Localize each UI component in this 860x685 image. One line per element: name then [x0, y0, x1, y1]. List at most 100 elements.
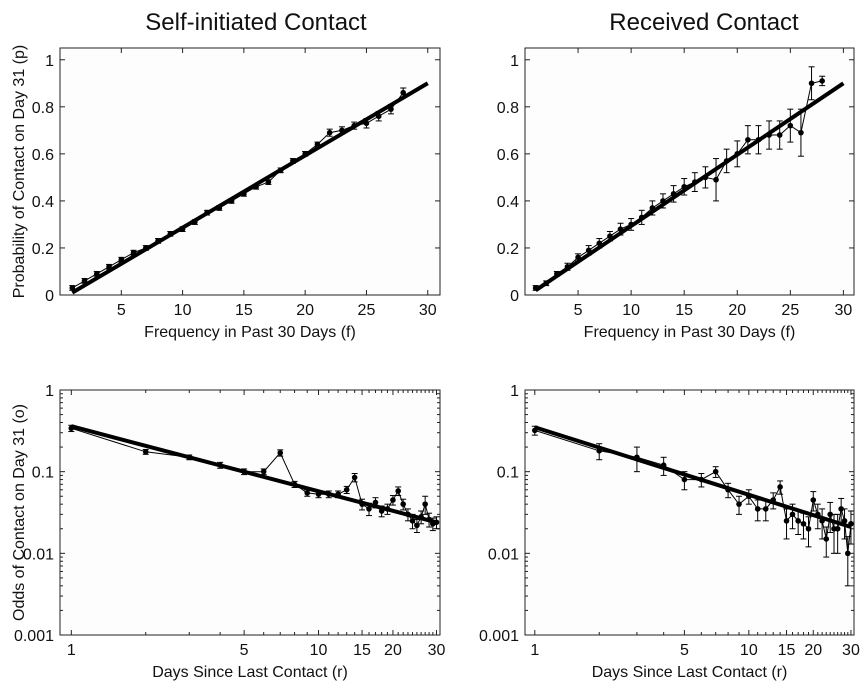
- x-tick-label: 15: [675, 302, 693, 319]
- x-tick-label: 30: [419, 302, 437, 319]
- data-point: [81, 278, 88, 284]
- data-point: [228, 198, 235, 204]
- data-point: [723, 158, 730, 164]
- data-point: [848, 520, 854, 527]
- x-tick-label: 20: [804, 642, 822, 659]
- data-point: [291, 481, 298, 488]
- data-point: [532, 285, 539, 291]
- data-point: [712, 468, 719, 475]
- data-point: [845, 550, 851, 557]
- x-tick-label: 25: [358, 302, 376, 319]
- data-point: [351, 474, 358, 481]
- x-axis-label: Days Since Last Contact (r): [592, 664, 788, 681]
- data-point: [68, 425, 75, 432]
- data-point: [241, 468, 247, 475]
- data-point: [93, 271, 100, 277]
- data-point: [805, 525, 812, 532]
- data-point: [787, 122, 794, 129]
- data-point: [335, 491, 341, 497]
- data-point: [819, 78, 825, 84]
- x-tick-label: 10: [174, 302, 192, 319]
- data-point: [290, 158, 296, 164]
- y-tick-label: 0.01: [23, 546, 54, 563]
- x-tick-label: 30: [834, 302, 852, 319]
- data-point: [819, 518, 825, 524]
- data-point: [834, 525, 841, 532]
- data-point: [766, 132, 772, 138]
- data-point: [638, 214, 645, 221]
- data-point: [808, 80, 815, 87]
- x-tick-label: 10: [740, 642, 758, 659]
- data-point: [302, 151, 308, 157]
- data-point: [265, 179, 272, 185]
- data-point: [823, 536, 830, 542]
- y-tick-label: 0: [510, 288, 519, 305]
- data-point: [762, 506, 769, 512]
- data-point: [106, 263, 112, 270]
- panel-self-initiated-frequency: 5 10 15 20 25 30 0 0.2 0.4 0.6 0.8 1 Frequency in Pa…: [11, 45, 441, 341]
- data-point: [798, 129, 804, 136]
- panel-1-title: Self-initiated Contact: [145, 9, 367, 36]
- data-point: [339, 127, 345, 134]
- x-axis-label: Days Since Last Contact (r): [152, 664, 348, 681]
- x-tick-label: 1: [67, 642, 76, 659]
- data-point: [186, 454, 193, 461]
- x-tick-label: 20: [384, 642, 402, 659]
- x-tick-label: 30: [842, 642, 860, 659]
- plot-frame: [59, 47, 441, 296]
- data-point: [827, 511, 834, 518]
- fit-line: [534, 425, 852, 529]
- data-point: [130, 249, 137, 256]
- data-point: [543, 280, 550, 287]
- y-tick-label: 1: [510, 383, 519, 400]
- data-point: [388, 106, 394, 112]
- data-point: [400, 501, 406, 507]
- data-point: [617, 226, 624, 232]
- data-line: [535, 80, 823, 289]
- y-tick-label: 0.1: [497, 465, 519, 482]
- data-point: [314, 141, 321, 148]
- y-tick-label: 0.2: [497, 241, 519, 258]
- data-point: [814, 511, 821, 518]
- data-point: [670, 191, 677, 197]
- y-tick-label: 0.2: [32, 241, 54, 258]
- y-tick-label: 0.8: [497, 100, 519, 117]
- data-point: [277, 450, 284, 456]
- y-tick-label: 0.001: [479, 628, 519, 645]
- data-point: [634, 454, 640, 461]
- data-point: [378, 508, 385, 514]
- x-tick-label: 1: [530, 642, 539, 659]
- data-point: [725, 486, 731, 493]
- plot-frame: [59, 389, 441, 636]
- data-point: [216, 205, 223, 211]
- data-point: [734, 151, 741, 157]
- x-tick-label: 10: [622, 302, 640, 319]
- data-point: [422, 501, 428, 507]
- data-point: [713, 176, 719, 183]
- y-axis-label: Odds of Contact on Day 31 (o): [11, 404, 28, 621]
- y-tick-label: 1: [45, 383, 54, 400]
- data-point: [351, 122, 357, 129]
- x-tick-label: 5: [574, 302, 583, 319]
- x-tick-label: 20: [728, 302, 746, 319]
- data-point: [575, 254, 581, 261]
- data-point: [770, 497, 777, 503]
- y-tick-label: 0: [45, 288, 54, 305]
- data-point: [838, 506, 844, 512]
- data-point: [596, 240, 603, 247]
- data-point: [736, 501, 742, 507]
- data-point: [681, 183, 687, 190]
- data-point: [746, 493, 752, 500]
- y-tick-label: 1: [510, 53, 519, 70]
- data-point: [253, 183, 259, 190]
- y-axis-label: Probability of Contact on Day 31 (p): [11, 45, 28, 298]
- x-axis-label: Frequency in Past 30 Days (f): [144, 324, 356, 341]
- y-tick-label: 1: [45, 53, 54, 70]
- data-point: [660, 462, 667, 469]
- x-tick-label: 15: [235, 302, 253, 319]
- y-tick-label: 0.8: [32, 100, 54, 117]
- data-point: [155, 238, 161, 244]
- data-point: [660, 198, 666, 204]
